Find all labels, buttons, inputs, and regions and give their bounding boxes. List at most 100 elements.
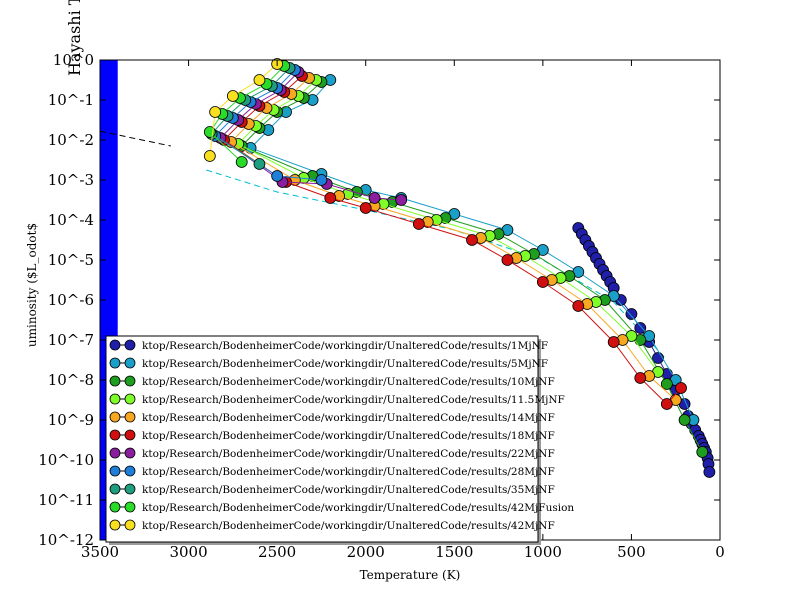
x-tick-label: 3500: [81, 543, 119, 561]
data-point: [203, 150, 216, 162]
legend-marker: [109, 519, 121, 531]
series-11: [203, 58, 284, 162]
y-tick-label: 10^-7: [48, 331, 94, 349]
legend-marker: [124, 393, 136, 405]
legend-entry: ktop/Research/BodenheimerCode/workingdir…: [109, 357, 548, 370]
data-point: [696, 446, 709, 458]
legend-marker: [124, 465, 136, 477]
axes-layer: 3500 3000 2500 2000 1500 1000 500 0 10^0 10^-1 10^…: [38, 51, 725, 561]
data-point: [703, 466, 716, 478]
y-tick-label: 10^-4: [48, 211, 94, 229]
data-point: [253, 158, 266, 170]
x-tick-label: 1000: [524, 543, 562, 561]
legend-label: ktop/Research/BodenheimerCode/workingdir…: [142, 340, 548, 352]
legend-marker: [124, 519, 136, 531]
legend-entry: ktop/Research/BodenheimerCode/workingdir…: [109, 429, 555, 442]
data-point: [572, 300, 585, 312]
legend-entry: ktop/Research/BodenheimerCode/workingdir…: [109, 447, 555, 460]
legend-marker: [109, 447, 121, 459]
data-point: [536, 276, 549, 288]
legend-marker: [109, 339, 121, 351]
legend-marker: [124, 447, 136, 459]
y-tick-label: 10^-8: [48, 371, 94, 389]
legend-entry: ktop/Research/BodenheimerCode/workingdir…: [109, 411, 555, 424]
legend-marker: [124, 411, 136, 423]
legend-label: ktop/Research/BodenheimerCode/workingdir…: [142, 466, 555, 478]
data-point: [625, 308, 638, 320]
data-point: [324, 192, 337, 204]
legend-label: ktop/Research/BodenheimerCode/workingdir…: [142, 520, 555, 532]
data-point: [501, 254, 514, 266]
legend-marker: [109, 393, 121, 405]
legend-entry: ktop/Research/BodenheimerCode/workingdir…: [109, 501, 574, 514]
y-tick-label: 10^-6: [48, 291, 94, 309]
legend-label: ktop/Research/BodenheimerCode/workingdir…: [142, 394, 565, 406]
data-point: [395, 194, 408, 206]
legend-entry: ktop/Research/BodenheimerCode/workingdir…: [109, 519, 555, 532]
legend-marker: [109, 429, 121, 441]
legend-label: ktop/Research/BodenheimerCode/workingdir…: [142, 358, 548, 370]
data-point: [660, 398, 673, 410]
legend-marker: [109, 483, 121, 495]
legend-marker: [109, 357, 121, 369]
legend-marker: [124, 375, 136, 387]
legend-label: ktop/Research/BodenheimerCode/workingdir…: [142, 448, 555, 460]
data-point: [466, 234, 478, 246]
legend-marker: [109, 411, 121, 423]
data-point: [412, 218, 425, 230]
data-point: [678, 414, 691, 426]
legend-marker: [124, 357, 136, 369]
y-tick-label: 10^-5: [48, 251, 94, 269]
legend-entry: ktop/Research/BodenheimerCode/workingdir…: [109, 483, 555, 496]
data-point: [675, 382, 687, 394]
x-tick-label: 2500: [258, 543, 296, 561]
series-line: [230, 77, 677, 401]
series-1: [572, 222, 716, 478]
legend-entry: ktop/Research/BodenheimerCode/workingdir…: [109, 339, 548, 352]
y-tick-label: 10^-11: [38, 491, 94, 509]
data-point: [235, 156, 248, 168]
y-tick-label: 10^-3: [48, 171, 94, 189]
legend-marker: [109, 465, 121, 477]
x-tick-label: 0: [715, 543, 725, 561]
legend-entry: ktop/Research/BodenheimerCode/workingdir…: [109, 375, 555, 388]
legend-entry: ktop/Research/BodenheimerCode/workingdir…: [109, 393, 565, 406]
series-line: [237, 79, 659, 373]
series-layer: [203, 58, 716, 478]
series-line: [249, 79, 694, 421]
legend-marker: [124, 483, 136, 495]
y-tick-label: 10^-1: [48, 91, 94, 109]
data-point: [634, 372, 647, 384]
legend-label: ktop/Research/BodenheimerCode/workingdir…: [142, 412, 555, 424]
data-point: [226, 90, 239, 102]
legend-marker: [124, 501, 136, 513]
data-point: [368, 192, 381, 204]
chart-title: Hayashi Tr: [65, 0, 84, 76]
y-tick-label: 10^-9: [48, 411, 94, 429]
y-tick-label: 10^-10: [38, 451, 94, 469]
legend-label: ktop/Research/BodenheimerCode/workingdir…: [142, 502, 574, 514]
reference-line-1: [99, 130, 171, 147]
y-tick-label: 10^-2: [48, 131, 94, 149]
legend-marker: [109, 501, 121, 513]
data-point: [634, 322, 647, 334]
data-point: [607, 336, 620, 348]
x-axis-label: Temperature (K): [360, 568, 461, 582]
data-point: [209, 106, 222, 118]
y-axis-label: uminosity ($L_odot$: [25, 223, 39, 347]
legend-entry: ktop/Research/BodenheimerCode/workingdir…: [109, 465, 555, 478]
y-tick-label: 10^0: [53, 51, 94, 69]
data-point: [660, 378, 673, 390]
data-point: [359, 202, 372, 214]
data-point: [315, 174, 328, 186]
data-point: [271, 170, 284, 182]
series-4: [232, 74, 664, 378]
series-7: [214, 66, 408, 206]
data-point: [253, 74, 266, 86]
y-tick-label: 10^-12: [38, 531, 94, 549]
legend-box: [105, 335, 539, 543]
x-tick-label: 1500: [435, 543, 473, 561]
legend: ktop/Research/BodenheimerCode/workingdir…: [105, 335, 574, 545]
